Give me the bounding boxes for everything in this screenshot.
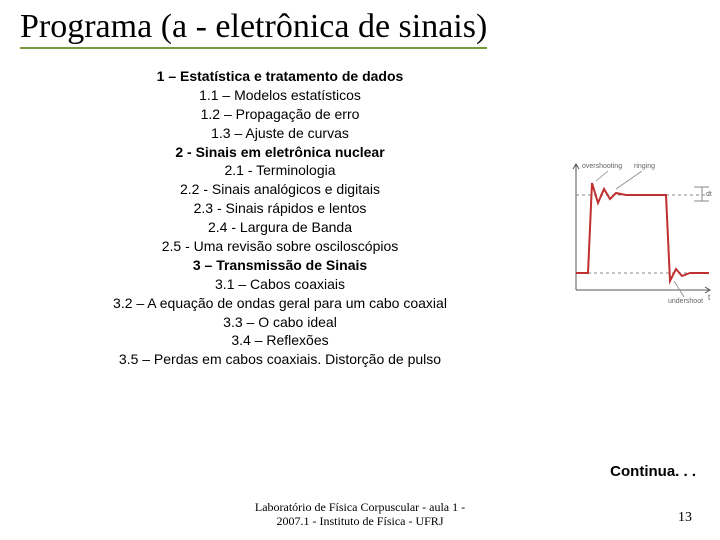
- title-bold: Programa: [20, 8, 152, 45]
- content-area: 1 – Estatística e tratamento de dados1.1…: [0, 67, 720, 369]
- footer: Laboratório de Física Corpuscular - aula…: [0, 500, 720, 530]
- label-overshoot: overshooting: [582, 163, 622, 170]
- outline-item: 3 – Transmissão de Sinais: [20, 256, 540, 275]
- outline-item: 3.5 – Perdas em cabos coaxiais. Distorçã…: [20, 350, 540, 369]
- signal-diagram: overshooting ringing dt undershoot t: [564, 155, 714, 305]
- footer-line2: 2007.1 - Instituto de Física - UFRJ: [276, 514, 443, 528]
- outline-list: 1 – Estatística e tratamento de dados1.1…: [20, 67, 540, 369]
- outline-item: 2.3 - Sinais rápidos e lentos: [20, 199, 540, 218]
- outline-item: 2.5 - Uma revisão sobre osciloscópios: [20, 237, 540, 256]
- outline-item: 3.2 – A equação de ondas geral para um c…: [20, 294, 540, 313]
- outline-item: 3.4 – Reflexões: [20, 331, 540, 350]
- outline-item: 2.1 - Terminologia: [20, 161, 540, 180]
- page-number: 13: [678, 510, 692, 526]
- outline-item: 1.1 – Modelos estatísticos: [20, 86, 540, 105]
- outline-item: 3.3 – O cabo ideal: [20, 313, 540, 332]
- outline-item: 1.2 – Propagação de erro: [20, 105, 540, 124]
- label-t-axis: t: [708, 293, 711, 302]
- outline-item: 2.2 - Sinais analógicos e digitais: [20, 180, 540, 199]
- title-block: Programa (a - eletrônica de sinais): [0, 0, 720, 49]
- outline-item: 2 - Sinais em eletrônica nuclear: [20, 143, 540, 162]
- outline-item: 1.3 – Ajuste de curvas: [20, 124, 540, 143]
- title-rest: (a - eletrônica de sinais): [152, 8, 487, 45]
- outline-item: 3.1 – Cabos coaxiais: [20, 275, 540, 294]
- label-undershoot: undershoot: [668, 298, 703, 305]
- continua-text: Continua. . .: [610, 463, 696, 480]
- outline-item: 1 – Estatística e tratamento de dados: [20, 67, 540, 86]
- label-ringing: ringing: [634, 163, 655, 170]
- outline-item: 2.4 - Largura de Banda: [20, 218, 540, 237]
- label-dt: dt: [706, 191, 712, 198]
- footer-line1: Laboratório de Física Corpuscular - aula…: [255, 500, 465, 514]
